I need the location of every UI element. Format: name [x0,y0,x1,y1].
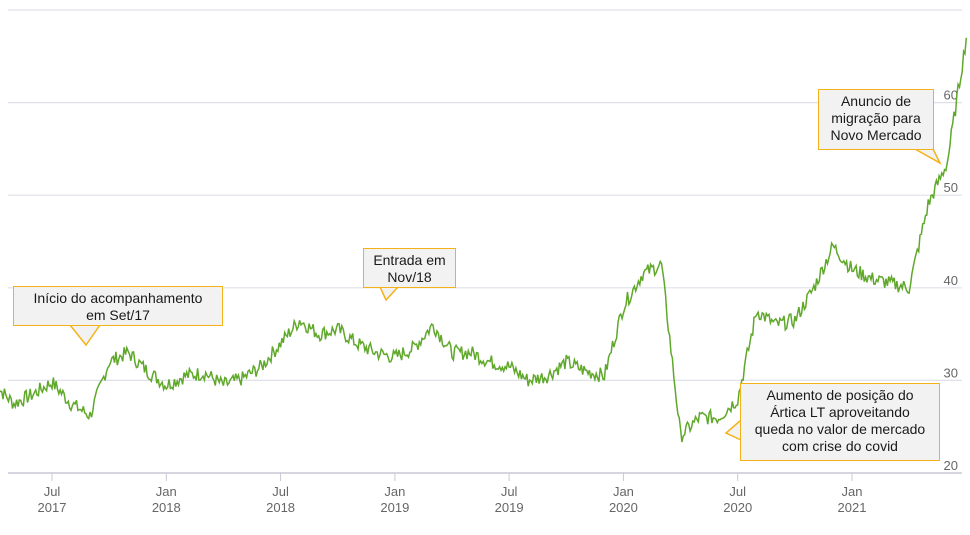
annotation-tail [912,148,942,165]
x-tick-year-label: 2018 [266,500,295,515]
x-tick-year-label: 2021 [838,500,867,515]
x-tick-year-label: 2019 [495,500,524,515]
x-tick-month-label: Jan [613,484,634,499]
y-tick-label: 50 [944,180,958,195]
x-tick-year-label: 2020 [723,500,752,515]
y-tick-label: 30 [944,365,958,380]
annotation-tail [724,418,742,442]
x-tick-month-label: Jan [156,484,177,499]
y-tick-label: 20 [944,458,958,473]
x-tick-month-label: Jan [842,484,863,499]
series-line [0,37,968,443]
annotation-start-monitoring: Início do acompanhamento em Set/17 [13,286,223,326]
x-tick-year-label: 2017 [38,500,67,515]
x-tick-month-label: Jul [44,484,61,499]
annotation-tail [378,286,400,302]
annotation-entry: Entrada em Nov/18 [363,248,456,288]
x-tick-month-label: Jul [272,484,289,499]
annotation-tails [68,148,942,442]
x-axis-tick-labels: Jul2017Jan2018Jul2018Jan2019Jul2019Jan20… [38,473,867,515]
x-tick-month-label: Jul [501,484,518,499]
y-axis-tick-labels: 20 30 40 50 60 [944,88,958,473]
annotation-tail [68,324,102,347]
y-tick-label: 40 [944,273,958,288]
y-tick-label: 60 [944,88,958,103]
x-tick-year-label: 2020 [609,500,638,515]
x-tick-year-label: 2018 [152,500,181,515]
annotation-position-increase: Aumento de posição do Ártica LT aproveit… [740,383,940,461]
annotation-novo-mercado: Anuncio de migração para Novo Mercado [818,89,934,150]
x-tick-month-label: Jul [729,484,746,499]
x-tick-month-label: Jan [384,484,405,499]
x-tick-year-label: 2019 [380,500,409,515]
